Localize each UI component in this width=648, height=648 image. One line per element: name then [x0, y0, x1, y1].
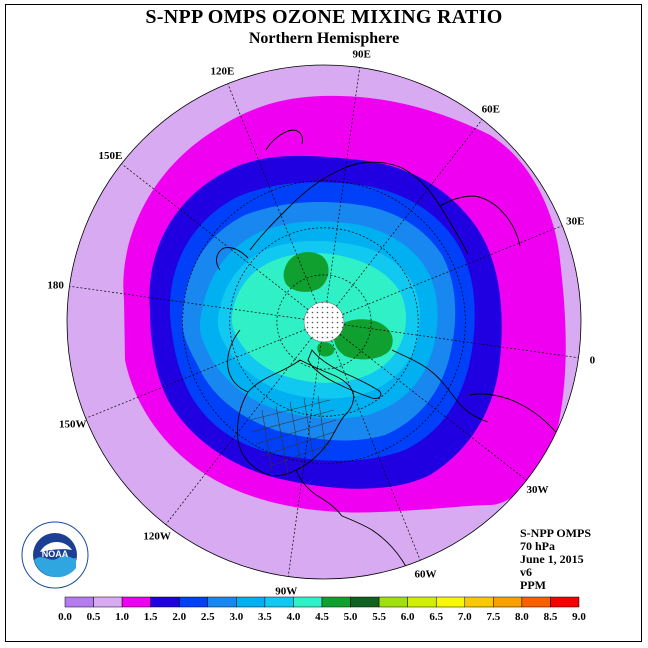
meridian-line	[323, 321, 579, 359]
meridian-line	[165, 321, 325, 525]
meridian-line	[121, 163, 325, 323]
map-subtitle: Northern Hemisphere	[248, 30, 400, 47]
meridian-line	[323, 119, 483, 323]
figure-frame	[5, 4, 642, 642]
meridian-line	[287, 321, 325, 577]
contour-fill-layers	[67, 65, 581, 579]
logo-text: NOAA	[42, 549, 69, 559]
meridian-line	[323, 225, 563, 323]
coastline-asia	[249, 161, 469, 255]
meridian-line	[323, 321, 527, 481]
us-state-grid	[249, 395, 337, 475]
longitude-label: 180	[47, 279, 64, 291]
map-title: S-NPP OMPS OZONE MIXING RATIO	[145, 6, 503, 28]
meta-version: v6	[520, 565, 532, 579]
band-4.5-5.0-siberia	[283, 252, 329, 292]
coastline-japan	[265, 129, 303, 151]
longitude-label: 30W	[527, 484, 549, 496]
coastline-greenland	[307, 349, 382, 399]
coastline-europe	[391, 349, 489, 423]
longitude-label: 90E	[353, 49, 371, 61]
meta-units: PPM	[520, 578, 546, 592]
meridian-line	[323, 67, 361, 323]
longitude-labels: 90E 60E 30E 0 30W 60W 90W 120W 150W 180 150E 120E	[47, 49, 595, 598]
longitude-label: 150W	[59, 419, 87, 431]
longitude-label: 60E	[482, 103, 500, 115]
longitude-label: 150E	[99, 150, 123, 162]
band-4.5-5.0-greenland	[317, 342, 335, 357]
map-boundary	[66, 64, 582, 580]
meridian-line	[227, 83, 325, 323]
band-4.5-5.0-europe	[334, 319, 393, 360]
meridian-line	[323, 321, 421, 561]
coastline-arabia-india	[439, 195, 521, 247]
meta-level: 70 hPa	[520, 539, 556, 553]
meta-satellite: S-NPP OMPS	[520, 526, 591, 540]
longitude-label: 90W	[275, 585, 297, 597]
meridian-line	[69, 285, 325, 323]
longitude-label: 30E	[566, 215, 584, 227]
latitude-circle	[229, 227, 419, 417]
graticule	[69, 67, 579, 577]
meta-date: June 1, 2015	[520, 552, 584, 566]
longitude-label: 120E	[211, 66, 235, 78]
latitude-circle	[182, 180, 466, 464]
coastline-central-america	[295, 469, 343, 517]
meridian-line	[85, 321, 325, 419]
coastline-north-america	[237, 359, 355, 477]
coastline-kamchatka	[216, 247, 249, 271]
polar-no-data-area	[303, 301, 345, 343]
latitude-circle	[276, 274, 372, 370]
longitude-label: 120W	[143, 531, 171, 543]
noaa-logo: NOAA	[20, 520, 90, 590]
coastline-alaska	[227, 329, 249, 393]
longitude-label: 60W	[415, 568, 437, 580]
longitude-label: 0	[590, 355, 596, 367]
